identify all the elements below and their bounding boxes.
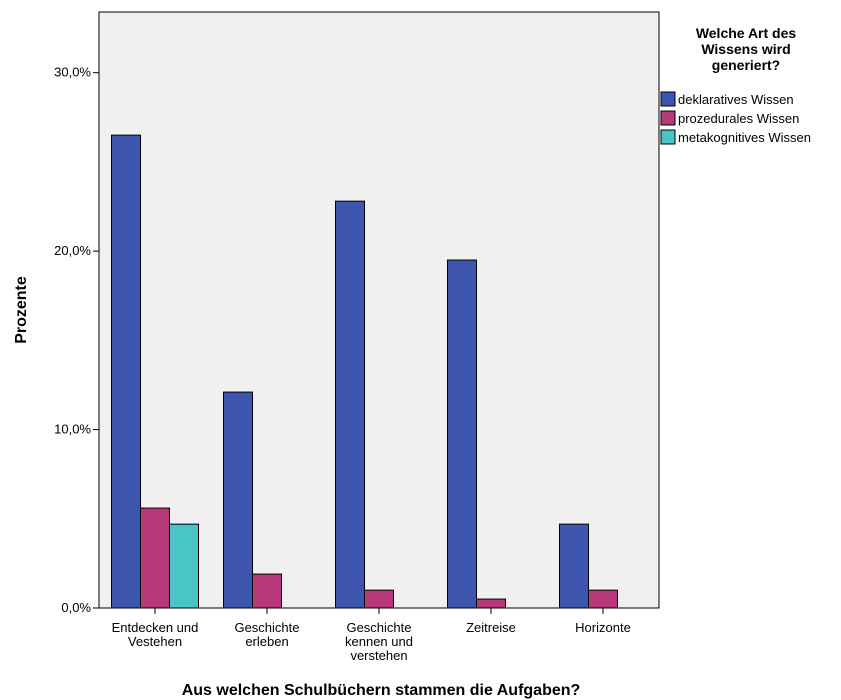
bar-3-1 — [169, 523, 199, 609]
plot-area — [98, 11, 660, 609]
bar-2-1 — [140, 507, 170, 609]
legend-swatch — [660, 91, 676, 107]
bar-1-5 — [559, 523, 589, 609]
y-tick-label: 10,0% — [54, 422, 91, 437]
legend-label: deklaratives Wissen — [678, 92, 794, 107]
bar-1-4 — [447, 259, 477, 609]
y-tick-label: 0,0% — [61, 600, 91, 615]
bar-2-3 — [364, 589, 394, 609]
axis-layer: 0,0% 10,0% 20,0% 30,0% Entdecken und Vestehen… — [54, 65, 631, 663]
bar-1-3 — [335, 200, 365, 609]
y-tick-label: 30,0% — [54, 65, 91, 80]
x-category-label: Geschichte erleben — [234, 620, 299, 649]
x-category-label: Geschichte kennen und verstehen — [345, 620, 413, 663]
legend-label: metakognitives Wissen — [678, 130, 811, 145]
legend: Welche Art des Wissens wird generiert? dekl… — [660, 25, 811, 145]
x-category-label: Zeitreise — [466, 620, 516, 635]
legend-label: prozedurales Wissen — [678, 111, 799, 126]
x-axis-title: Aus welchen Schulbüchern stammen die Auf… — [182, 682, 581, 699]
y-tick-label: 20,0% — [54, 243, 91, 258]
bar-2-4 — [476, 598, 506, 609]
bar-2-5 — [588, 589, 618, 609]
legend-title: Welche Art des Wissens wird generiert? — [696, 25, 797, 73]
bar-1-1 — [111, 134, 141, 609]
bar-2-2 — [252, 573, 282, 609]
x-category-label: Horizonte — [575, 620, 631, 635]
legend-swatch — [660, 129, 676, 145]
bars-layer — [111, 134, 618, 609]
legend-swatch — [660, 110, 676, 126]
bar-1-2 — [223, 391, 253, 609]
y-axis-title: Prozente — [13, 276, 30, 344]
x-category-label: Entdecken und Vestehen — [112, 620, 199, 649]
